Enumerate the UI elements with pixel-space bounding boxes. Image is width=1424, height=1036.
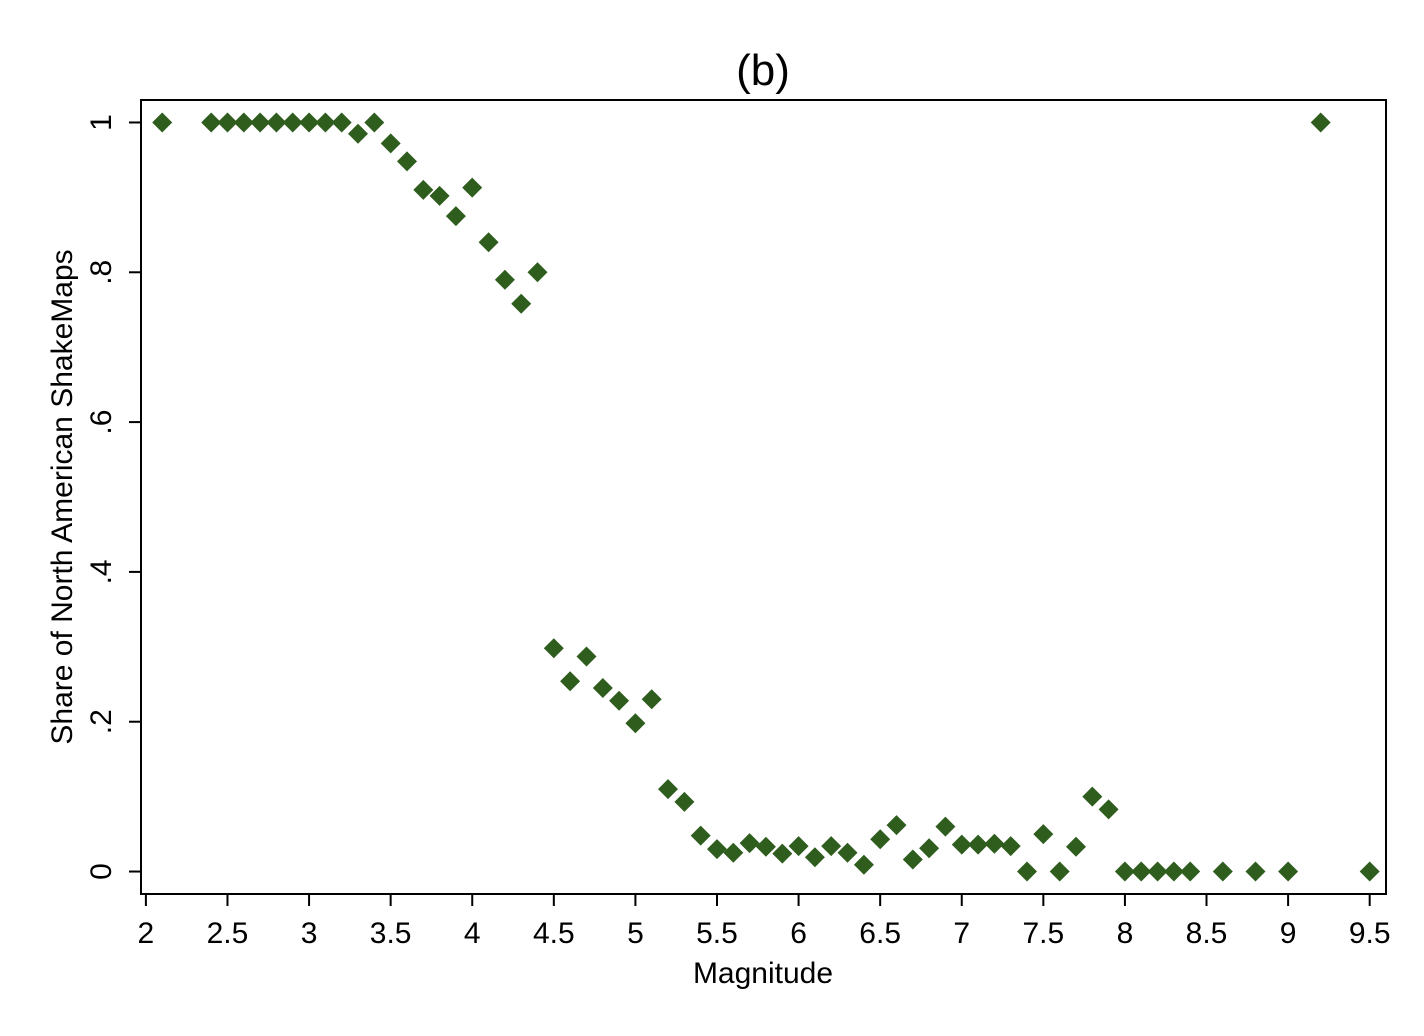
- x-tick-label: 4.5: [533, 917, 575, 950]
- data-point: [1212, 861, 1233, 882]
- data-point: [201, 112, 222, 133]
- data-point: [429, 185, 450, 206]
- x-tick-label: 6: [790, 917, 807, 950]
- data-point: [1131, 861, 1152, 882]
- data-point: [380, 133, 401, 154]
- data-point: [625, 713, 646, 734]
- x-tick-label: 3.5: [370, 917, 412, 950]
- y-tick-label: .8: [85, 260, 118, 285]
- data-point: [690, 825, 711, 846]
- data-point: [788, 836, 809, 857]
- x-tick-label: 5: [627, 917, 644, 950]
- x-tick-label: 7.5: [1022, 917, 1064, 950]
- y-tick-label: .6: [85, 410, 118, 435]
- data-point: [282, 112, 303, 133]
- y-tick-label: .2: [85, 709, 118, 734]
- data-point: [560, 671, 581, 692]
- x-tick-label: 2: [138, 917, 155, 950]
- data-point: [478, 232, 499, 253]
- chart-title: (b): [736, 46, 790, 95]
- data-point: [919, 838, 940, 859]
- x-tick-label: 8: [1117, 917, 1134, 950]
- data-point: [576, 646, 597, 667]
- data-point: [968, 834, 989, 855]
- data-point: [1245, 861, 1266, 882]
- data-point: [217, 112, 238, 133]
- x-tick-label: 9.5: [1349, 917, 1391, 950]
- data-point: [1359, 861, 1380, 882]
- data-point: [1310, 112, 1331, 133]
- data-point: [527, 262, 548, 283]
- data-point: [739, 833, 760, 854]
- data-point: [837, 842, 858, 863]
- data-point: [902, 849, 923, 870]
- data-point: [348, 123, 368, 144]
- data-point: [886, 815, 907, 836]
- data-point: [1017, 861, 1037, 882]
- data-point: [853, 854, 874, 875]
- data-point: [609, 690, 630, 711]
- x-tick-label: 2.5: [207, 917, 249, 950]
- x-tick-label: 5.5: [696, 917, 738, 950]
- data-point: [331, 112, 352, 133]
- data-point: [315, 112, 336, 133]
- data-point: [413, 179, 434, 200]
- data-point: [462, 177, 483, 198]
- data-point: [821, 836, 842, 857]
- data-point: [641, 689, 662, 710]
- data-point: [445, 206, 466, 227]
- data-point: [984, 833, 1005, 854]
- data-point: [755, 836, 776, 857]
- y-tick-label: 1: [85, 114, 118, 131]
- y-tick-label: .4: [85, 559, 118, 584]
- data-point: [364, 112, 385, 133]
- data-point: [1278, 861, 1299, 882]
- data-point: [1163, 861, 1184, 882]
- y-axis: 0 .2 .4 .6 .8 1: [85, 114, 141, 880]
- data-point: [233, 112, 254, 133]
- x-tick-label: 4: [464, 917, 481, 950]
- data-point: [1066, 836, 1086, 857]
- data-point: [1000, 836, 1021, 857]
- data-point: [674, 791, 695, 812]
- data-point: [707, 839, 727, 860]
- data-point: [592, 678, 613, 698]
- data-point: [397, 151, 417, 172]
- data-point: [935, 816, 956, 837]
- y-axis-label: Share of North American ShakeMaps: [46, 249, 79, 744]
- data-point: [543, 638, 564, 659]
- x-tick-label: 7: [953, 917, 970, 950]
- data-point: [250, 112, 271, 133]
- x-axis-label: Magnitude: [693, 957, 833, 990]
- data-point: [772, 843, 793, 864]
- data-point: [266, 112, 287, 133]
- data-point: [494, 269, 515, 290]
- x-tick-label: 3: [301, 917, 318, 950]
- data-point: [658, 779, 678, 800]
- data-point: [1049, 861, 1070, 882]
- data-point: [804, 847, 825, 868]
- x-tick-label: 8.5: [1186, 917, 1228, 950]
- y-tick-label: 0: [85, 863, 118, 880]
- data-point: [1033, 824, 1054, 845]
- data-point: [723, 842, 744, 863]
- data-point: [1082, 786, 1103, 807]
- data-point: [1114, 861, 1135, 882]
- data-point: [1180, 861, 1201, 882]
- data-point: [870, 829, 891, 850]
- x-axis: 2 2.5 3 3.5 4 4.5 5 5.5 6 6.5 7 7.5 8 8.5 9 9.5: [138, 894, 1391, 950]
- data-point: [1147, 861, 1168, 882]
- data-point: [152, 112, 173, 133]
- x-tick-label: 6.5: [859, 917, 901, 950]
- data-point: [1098, 799, 1119, 820]
- x-tick-label: 9: [1280, 917, 1297, 950]
- data-points: [152, 112, 1380, 882]
- data-point: [951, 834, 972, 855]
- data-point: [299, 112, 320, 133]
- plot-frame: [140, 99, 1387, 895]
- data-point: [511, 293, 532, 314]
